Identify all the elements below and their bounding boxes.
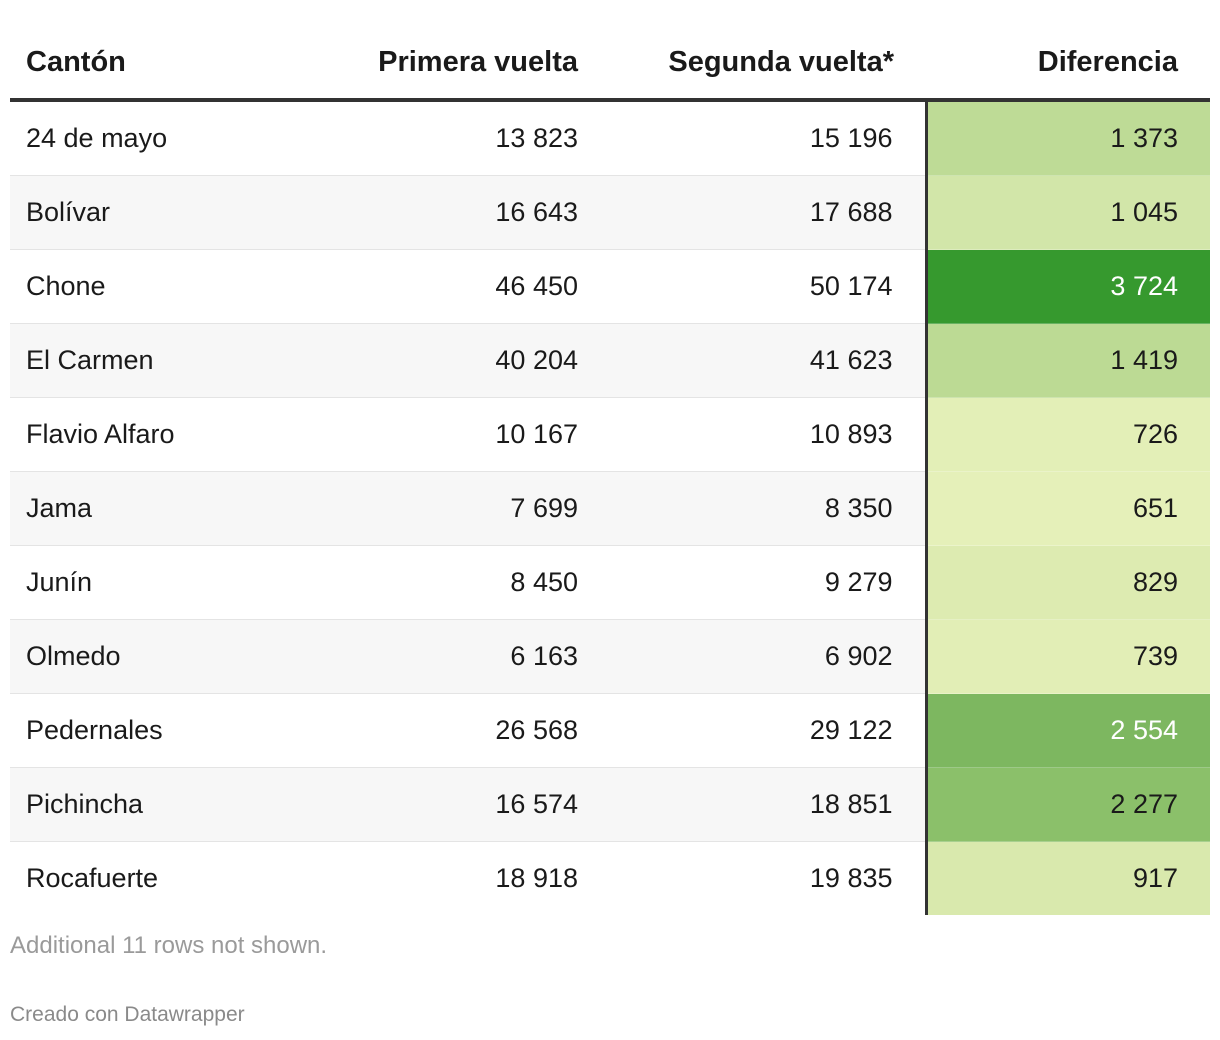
cell-canton: Pichincha [10, 767, 310, 842]
cell-segunda-vuelta: 15 196 [610, 100, 926, 176]
cell-canton: Bolívar [10, 175, 310, 250]
cell-primera-vuelta: 40 204 [310, 323, 610, 398]
cell-diferencia: 1 373 [924, 100, 1210, 176]
cell-segunda-vuelta: 10 893 [610, 397, 926, 472]
cell-segunda-vuelta: 41 623 [610, 323, 926, 398]
cell-diferencia: 829 [924, 545, 1210, 620]
cell-diferencia: 739 [924, 619, 1210, 694]
table-row: Bolívar 16 643 17 688 1 045 [10, 175, 1210, 250]
cell-canton: Jama [10, 471, 310, 546]
table-row: Pedernales 26 568 29 122 2 554 [10, 693, 1210, 768]
header-canton[interactable]: Cantón [10, 26, 310, 102]
cell-segunda-vuelta: 17 688 [610, 175, 926, 250]
cell-segunda-vuelta: 19 835 [809, 863, 893, 893]
cell-canton: Flavio Alfaro [10, 397, 310, 472]
cell-primera-vuelta: 46 450 [310, 249, 610, 324]
cell-diferencia: 1 045 [924, 175, 1210, 250]
cell-primera-vuelta: 16 643 [310, 175, 610, 250]
cell-segunda-vuelta: 18 851 [610, 767, 926, 842]
cell-segunda-vuelta: 6 902 [610, 619, 926, 694]
table-row: Jama 7 699 8 350 651 [10, 471, 1210, 546]
cell-canton: El Carmen [10, 323, 310, 398]
cell-primera-vuelta: 6 163 [310, 619, 610, 694]
data-table-container: Cantón Primera vuelta Segunda vuelta* Di… [10, 26, 1210, 915]
cell-canton: Olmedo [10, 619, 310, 694]
header-diferencia[interactable]: Diferencia [926, 26, 1210, 102]
table-row: Chone 46 450 50 174 3 724 [10, 249, 1210, 324]
header-row: Cantón Primera vuelta Segunda vuelta* Di… [10, 26, 1210, 102]
cell-diferencia: 917 [924, 841, 1210, 915]
cell-canton: Pedernales [10, 693, 310, 768]
cell-canton: Junín [10, 545, 310, 620]
cell-canton: Chone [10, 249, 310, 324]
table-notes: Additional 11 rows not shown. [10, 932, 328, 959]
cell-primera-vuelta: 10 167 [310, 397, 610, 472]
table-row: Pichincha 16 574 18 851 2 277 [10, 767, 1210, 842]
cell-segunda-vuelta: 50 174 [610, 249, 926, 324]
cell-canton: 24 de mayo [10, 100, 310, 176]
cell-primera-vuelta: 13 823 [310, 100, 610, 176]
table-row: Flavio Alfaro 10 167 10 893 726 [10, 397, 1210, 472]
table-body: 24 de mayo 13 823 15 196 1 373 Bolívar 16 643… [10, 100, 1210, 915]
cell-diferencia: 651 [924, 471, 1210, 546]
cell-diferencia: 726 [924, 397, 1210, 472]
cell-diferencia: 3 724 [924, 249, 1210, 324]
table-row: Olmedo 6 163 6 902 739 [10, 619, 1210, 694]
table-row: Junín 8 450 9 279 829 [10, 545, 1210, 620]
table-row: El Carmen 40 204 41 623 1 419 [10, 323, 1210, 398]
cell-diferencia: 2 277 [924, 767, 1210, 842]
election-table: Cantón Primera vuelta Segunda vuelta* Di… [10, 26, 1210, 915]
credit-line: Creado con Datawrapper [10, 1003, 245, 1026]
cell-diferencia: 2 554 [924, 693, 1210, 768]
table-row: Rocafuerte 18 918 19 835 917 [10, 841, 1210, 915]
table-header: Cantón Primera vuelta Segunda vuelta* Di… [10, 26, 1210, 102]
cell-primera-vuelta: 16 574 [310, 767, 610, 842]
cell-primera-vuelta: 26 568 [310, 693, 610, 768]
cell-segunda-vuelta: 9 279 [610, 545, 926, 620]
cell-primera-vuelta: 8 450 [310, 545, 610, 620]
table-row: 24 de mayo 13 823 15 196 1 373 [10, 100, 1210, 176]
header-primera-vuelta[interactable]: Primera vuelta [310, 26, 610, 102]
cell-diferencia: 1 419 [924, 323, 1210, 398]
cell-primera-vuelta: 18 918 [495, 863, 578, 893]
cell-segunda-vuelta: 8 350 [610, 471, 926, 546]
cell-segunda-vuelta: 29 122 [610, 693, 926, 768]
header-segunda-vuelta[interactable]: Segunda vuelta* [610, 26, 926, 102]
cell-canton: Rocafuerte [26, 863, 159, 893]
cell-primera-vuelta: 7 699 [310, 471, 610, 546]
